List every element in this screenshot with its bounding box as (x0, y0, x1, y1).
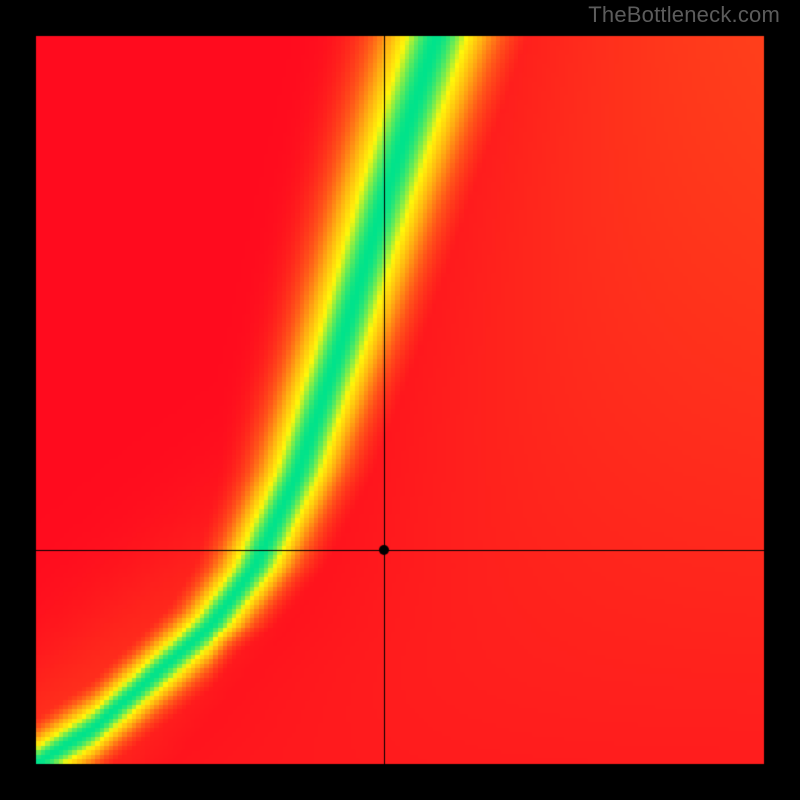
heatmap-canvas (0, 0, 800, 800)
chart-stage: TheBottleneck.com (0, 0, 800, 800)
attribution-label: TheBottleneck.com (588, 2, 780, 28)
